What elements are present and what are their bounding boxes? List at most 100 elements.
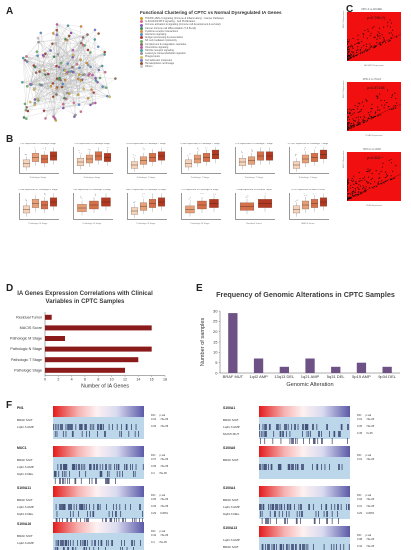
scatter-point [347, 197, 349, 200]
alteration-tick [275, 510, 276, 517]
boxplot-outlier [189, 197, 191, 199]
scatter-point [360, 110, 362, 112]
scatter-point [351, 45, 353, 47]
network-node [93, 28, 97, 32]
alteration-tick [277, 423, 278, 430]
alteration-tick [67, 546, 69, 550]
legend-item: Antigen processing & presentation [140, 36, 340, 40]
scatter-point [353, 51, 355, 53]
scatter-point [368, 187, 370, 189]
stat-row: 0.45 7e-05 [357, 432, 373, 435]
alteration-tick [63, 470, 65, 477]
network-node [78, 73, 81, 76]
alteration-tick [57, 539, 59, 546]
alteration-row [259, 537, 350, 550]
alteration-tick [123, 517, 124, 524]
scatter-point [368, 169, 370, 171]
boxplot-outlier [142, 147, 144, 149]
scatter-xlabel: CD68 Expression [365, 205, 383, 207]
legend-swatch [140, 29, 143, 33]
boxplot: CD7 expression vs Pathologic Stage Pathol… [16, 143, 60, 179]
legend-label: Interferon signaling [145, 33, 167, 37]
alteration-tick [132, 463, 133, 470]
scatter-point [380, 183, 382, 185]
alteration-tick [58, 423, 60, 430]
alteration-ticks [53, 423, 137, 430]
network-node [41, 54, 45, 57]
alteration-tick [279, 423, 281, 430]
scatter-point [360, 51, 362, 53]
stat-dic: 0.31 [357, 418, 363, 421]
scatter-point [387, 175, 389, 177]
scatter-point [356, 182, 358, 184]
alteration-tick [293, 437, 294, 444]
network-edge [67, 25, 91, 53]
alteration-tick [89, 546, 90, 550]
boxplot-outlier [314, 147, 316, 148]
stat-pval: <5e-05 [160, 425, 169, 428]
alteration-tick [118, 517, 120, 524]
alteration-tick [105, 517, 106, 524]
alteration-tick [271, 503, 273, 510]
alteration-row [53, 457, 144, 470]
alteration-tick [99, 470, 101, 477]
scatter-title: MHC-II vs ADGRE1 [361, 8, 383, 11]
alteration-tick [69, 477, 70, 484]
alteration-tick [278, 510, 280, 517]
scatter-point [354, 192, 356, 194]
alteration-tick [66, 517, 68, 524]
scatter-point [364, 29, 366, 31]
e-tick-label: 5 [215, 360, 218, 365]
alteration-tick [71, 546, 73, 550]
alteration-tick [72, 510, 74, 517]
stat-pval: <5e-06 [366, 458, 375, 461]
stat-header: DIC p-val [357, 534, 371, 537]
alteration-tick [87, 517, 88, 524]
scatter-point [357, 34, 359, 36]
scatter-point [350, 123, 352, 125]
boxplot-outlier [132, 154, 134, 155]
network-edge [83, 44, 84, 89]
alteration-tick [84, 463, 86, 470]
scatter-point [370, 183, 372, 185]
gene-name: S100A16 [17, 522, 32, 526]
scatter-point [347, 179, 349, 181]
alteration-tick [80, 503, 82, 510]
network-node [55, 77, 59, 80]
alteration-tick [295, 423, 296, 430]
scatter-point [352, 47, 354, 49]
alteration-tick [318, 510, 319, 517]
network-node [100, 64, 104, 68]
network-edge [80, 65, 103, 81]
network-node [96, 81, 99, 84]
d-tick-label: 12 [123, 378, 127, 382]
scatter-point [361, 179, 363, 182]
stat-row: 0.42 <5e-06 [357, 545, 374, 548]
legend-label: TNF/NF-κB/IL-6 signaling (Immune & Infla… [145, 17, 224, 20]
network-edge [76, 26, 82, 65]
boxplot-outlier [265, 193, 266, 194]
alteration-tick [114, 517, 115, 524]
alteration-tick [98, 546, 99, 550]
scatter-point [347, 121, 349, 124]
alteration-tick [301, 510, 302, 517]
oncoprint-block: S100A6 BRAF MUT DIC p-val 0.31 <5e-06 [206, 446, 406, 488]
alteration-tick [79, 470, 80, 477]
alteration-tick [89, 423, 91, 430]
scatter-point [373, 26, 375, 28]
scatter-point [393, 105, 395, 107]
scatter-point [348, 51, 350, 53]
network-node [79, 58, 82, 62]
network-node [44, 73, 47, 76]
stat-dic: 0.42 [151, 534, 157, 537]
stat-dic: 0.36 [151, 425, 157, 428]
alteration-tick [286, 430, 287, 437]
alteration-tick [83, 539, 85, 546]
network-edge [53, 94, 79, 117]
boxplot-outlier [25, 200, 27, 201]
alteration-tick [93, 463, 95, 470]
alteration-ticks [54, 477, 116, 484]
network-edge [35, 25, 69, 68]
alteration-tick [59, 503, 60, 510]
stat-row: 0.35 <5e-05 [151, 465, 168, 468]
